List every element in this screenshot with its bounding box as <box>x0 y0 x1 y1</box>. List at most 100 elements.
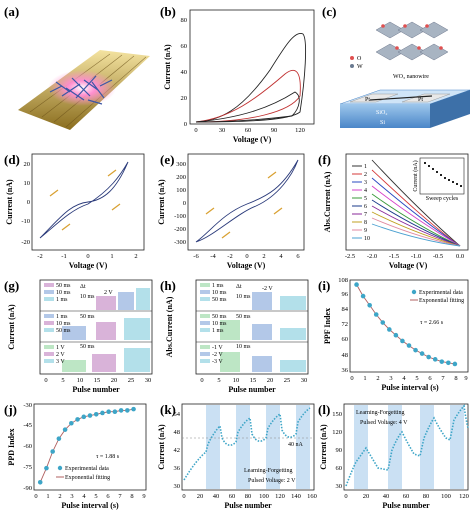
panel-e-label: (e) <box>160 152 174 167</box>
tick: 60 <box>403 493 410 500</box>
nanowire <box>369 95 433 101</box>
iv-loop-mid <box>195 69 301 123</box>
tick: 2 <box>134 253 137 260</box>
tick: 20 <box>363 493 370 500</box>
data-point <box>432 357 438 362</box>
panel-h-label: (h) <box>160 278 176 293</box>
y-axis-label: Current (nA) <box>157 179 166 225</box>
data-point <box>112 409 118 415</box>
pt-right-label: Pt <box>418 97 423 103</box>
tick: 5 <box>217 377 220 384</box>
y-axis-label: Abs.Current (nA) <box>323 171 332 232</box>
y-axis-label: Current (nA) <box>319 424 328 470</box>
panel-c: (c) O W WO₃ nanowire Pt Pt SiO₂ Si <box>322 4 471 128</box>
data-point <box>56 436 62 441</box>
y-axis-label: Current (nA) <box>7 304 16 350</box>
tick: 10 <box>24 180 31 187</box>
note: Pulsed Voltage: 2 V <box>248 478 296 484</box>
panel-e-frame <box>187 153 305 251</box>
iv-loop-large <box>195 32 307 123</box>
pulse-width: 10 ms <box>80 294 95 300</box>
legend-item: 50 ms <box>212 314 227 320</box>
tick: 2 <box>376 375 379 382</box>
legend-item: Experimental data <box>419 290 463 296</box>
tick: 0 <box>344 493 347 500</box>
pulse-width: 50 ms <box>80 344 95 350</box>
data-point <box>400 338 405 344</box>
data-point <box>360 293 366 299</box>
data-point <box>87 413 93 418</box>
pulse-dt: Δt <box>236 284 242 290</box>
tick: 108 <box>338 277 348 284</box>
x-axis-label: Pulse interval (s) <box>61 501 119 510</box>
tick: 42 <box>174 447 181 454</box>
panel-j: (j) -90 -75 -60 -45 -30 0 1 2 3 4 5 6 7 … <box>4 402 147 510</box>
tick: 1 <box>46 493 49 500</box>
legend-w-marker <box>350 64 354 68</box>
nanowire-network <box>49 75 113 105</box>
tick: 20 <box>197 493 204 500</box>
tick: 8 <box>130 493 133 500</box>
panel-c-label: (c) <box>322 4 336 19</box>
tick: 80 <box>245 493 252 500</box>
panel-h: (h) 1 ms 10 ms 50 ms 50 ms 10 ms 1 ms -1… <box>160 278 309 394</box>
tick: 1 <box>363 375 366 382</box>
tick: 7 <box>118 493 122 500</box>
tick: 9 <box>464 375 467 382</box>
panel-g-label: (g) <box>4 278 19 293</box>
data-point <box>387 327 392 332</box>
pt-electrode-left <box>349 93 399 103</box>
tick: 36 <box>174 465 181 472</box>
tick: -1 <box>61 253 66 260</box>
panel-j-label: (j) <box>4 402 17 417</box>
nanowire-label: WO₃ nanowire <box>393 74 429 80</box>
pulse-bars-bot <box>220 352 306 372</box>
sio2-label: SiO₂ <box>376 110 387 116</box>
tick: 3 <box>389 375 392 382</box>
tick: 0 <box>245 253 248 260</box>
tick: 120 <box>275 493 285 500</box>
legend-marker <box>57 465 63 471</box>
tick: 20 <box>24 161 31 168</box>
legend-item: 50 ms <box>56 328 71 334</box>
legend-item: 6 <box>364 204 367 210</box>
x-axis-label: Voltage (V) <box>227 261 266 270</box>
tau-label: τ = 2.66 s <box>420 320 444 326</box>
tick: 100 <box>176 187 186 194</box>
legend-item: Exponential fitting <box>65 474 110 481</box>
tick: -300 <box>174 239 186 246</box>
pulse-dt: Δt <box>80 284 86 290</box>
tick: 60 <box>229 493 236 500</box>
tick: 5 <box>61 377 64 384</box>
tick: 30 <box>145 377 152 384</box>
panel-k-frame <box>181 403 315 491</box>
legend-item: 1 ms <box>212 328 224 334</box>
legend-item: 1 ms <box>56 297 68 303</box>
legend-marker <box>411 289 417 295</box>
tick: 36 <box>342 367 349 374</box>
panel-g-frame <box>39 279 153 375</box>
data-point <box>81 414 87 420</box>
tick: 54 <box>174 411 181 418</box>
tick: 2 <box>262 253 265 260</box>
tick: 7 <box>441 375 445 382</box>
tick: 40 <box>213 493 220 500</box>
data-point <box>69 420 74 426</box>
data-point <box>413 347 418 353</box>
tick: -4 <box>210 253 216 260</box>
data-point <box>75 417 80 422</box>
iv-curve-e <box>195 159 299 243</box>
ltp-curve <box>345 404 469 487</box>
ppd-series <box>37 406 136 485</box>
x-axis-label: Voltage (V) <box>389 261 428 270</box>
tick: 0 <box>350 375 353 382</box>
legend-item: 9 <box>364 228 367 234</box>
legend-item: 4 <box>364 188 367 194</box>
iv-curve-d <box>39 161 129 239</box>
panel-f-frame <box>345 153 469 251</box>
tick: 30 <box>219 127 226 134</box>
tick: 84 <box>342 306 349 313</box>
x-axis-label: Pulse number <box>224 501 272 510</box>
tick: 96 <box>342 291 349 298</box>
legend-item: 8 <box>364 220 367 226</box>
